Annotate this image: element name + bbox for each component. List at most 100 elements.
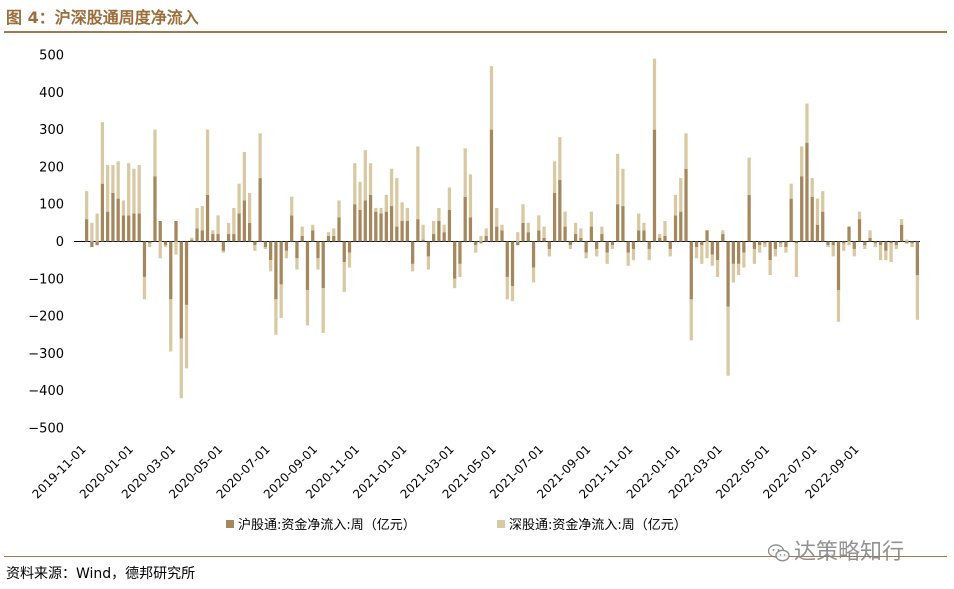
sgt-bar	[610, 245, 615, 249]
hgt-bar	[784, 241, 788, 248]
sgt-bar	[195, 207, 199, 229]
sgt-bar	[647, 248, 651, 261]
sgt-bar	[416, 146, 420, 220]
y-tick-label: 100	[39, 198, 64, 213]
sgt-bar	[889, 243, 893, 263]
hgt-bar	[332, 235, 336, 242]
sgt-bar	[510, 286, 515, 302]
sgt-bar	[516, 232, 520, 242]
figure-title: 图 4：沪深股通周度净流入	[6, 8, 199, 27]
sgt-bar	[116, 161, 120, 199]
sgt-bar	[884, 250, 888, 261]
watermark: 达策略知行	[768, 534, 904, 566]
hgt-bar	[731, 241, 735, 264]
sgt-bar	[127, 163, 131, 216]
sgt-bar	[726, 306, 730, 376]
sgt-bar	[295, 258, 299, 270]
sgt-bar	[915, 275, 919, 320]
hgt-bar	[579, 237, 583, 242]
sgt-bar	[221, 250, 225, 253]
hgt-bar	[190, 239, 194, 242]
hgt-bar	[794, 241, 799, 244]
hgt-bar	[605, 241, 609, 253]
sgt-bar	[284, 250, 289, 259]
hgt-bar	[815, 224, 820, 242]
hgt-bar	[752, 241, 757, 249]
sgt-bar	[521, 204, 525, 223]
hgt-bar	[158, 220, 162, 242]
hgt-bar	[637, 230, 641, 242]
bar-chart: 5004003002001000−100−200−300−400−5002019…	[28, 49, 920, 533]
hgt-bar	[779, 241, 783, 244]
hgt-bar	[842, 241, 846, 244]
hgt-bar	[584, 241, 588, 253]
sgt-bar	[642, 222, 646, 231]
sgt-bar	[216, 215, 220, 235]
sgt-bar	[247, 193, 252, 223]
hgt-bar	[700, 241, 704, 246]
hgt-bar	[295, 241, 299, 259]
sgt-bar	[673, 194, 678, 216]
sgt-bar	[106, 165, 110, 212]
hgt-bar	[616, 204, 620, 242]
hgt-bar	[121, 215, 126, 242]
sgt-bar	[85, 191, 89, 220]
hgt-bar	[679, 211, 683, 242]
hgt-bar	[721, 234, 725, 242]
hgt-bar	[836, 241, 841, 290]
sgt-bar	[489, 66, 494, 130]
sgt-bar	[468, 174, 473, 218]
sgt-bar	[95, 213, 99, 242]
sgt-bar	[552, 161, 557, 194]
hgt-bar	[90, 241, 94, 248]
hgt-bar	[537, 230, 541, 242]
hgt-bar	[142, 241, 147, 277]
sgt-bar	[531, 267, 536, 283]
sgt-bar	[715, 260, 720, 277]
sgt-bar	[595, 248, 599, 257]
sgt-bar	[379, 207, 383, 214]
hgt-bar	[163, 241, 168, 246]
hgt-bar	[689, 241, 693, 300]
hgt-bar	[463, 196, 467, 242]
hgt-bar	[253, 241, 257, 246]
sgt-bar	[263, 247, 268, 249]
hgt-bar	[710, 241, 714, 255]
hgt-bar	[416, 219, 420, 242]
hgt-bar	[284, 241, 289, 251]
hgt-bar	[873, 241, 877, 244]
hgt-bar	[353, 204, 357, 242]
hgt-bar	[85, 219, 89, 242]
sgt-bar	[616, 153, 620, 205]
hgt-bar	[247, 222, 252, 242]
sgt-bar	[458, 263, 462, 277]
sgt-bar	[311, 224, 315, 231]
sgt-bar	[400, 202, 404, 221]
y-tick-label: −100	[28, 272, 64, 287]
sgt-bar	[90, 222, 94, 242]
sgt-bar	[731, 263, 735, 283]
hgt-bar	[274, 241, 278, 300]
sgt-bar	[153, 129, 157, 177]
sgt-bar	[342, 262, 346, 292]
sgt-bar	[405, 207, 409, 221]
sgt-bar	[447, 187, 452, 210]
hgt-bar	[621, 206, 625, 242]
hgt-bar	[316, 241, 320, 259]
hgt-bar	[127, 215, 131, 242]
sgt-bar	[836, 289, 841, 322]
hgt-bar	[773, 241, 778, 249]
sgt-bar	[169, 299, 173, 352]
sgt-bar	[132, 168, 136, 214]
hgt-bar	[568, 241, 572, 246]
sgt-bar	[563, 211, 567, 227]
sgt-bar	[868, 230, 872, 238]
hgt-bar	[237, 213, 241, 242]
sgt-bar	[768, 260, 772, 276]
hgt-bar	[905, 241, 909, 244]
sgt-bar	[700, 245, 704, 264]
sgt-bar	[121, 200, 126, 216]
sgt-bar	[584, 252, 588, 259]
sgt-bar	[658, 234, 662, 238]
hgt-bar	[263, 241, 268, 248]
